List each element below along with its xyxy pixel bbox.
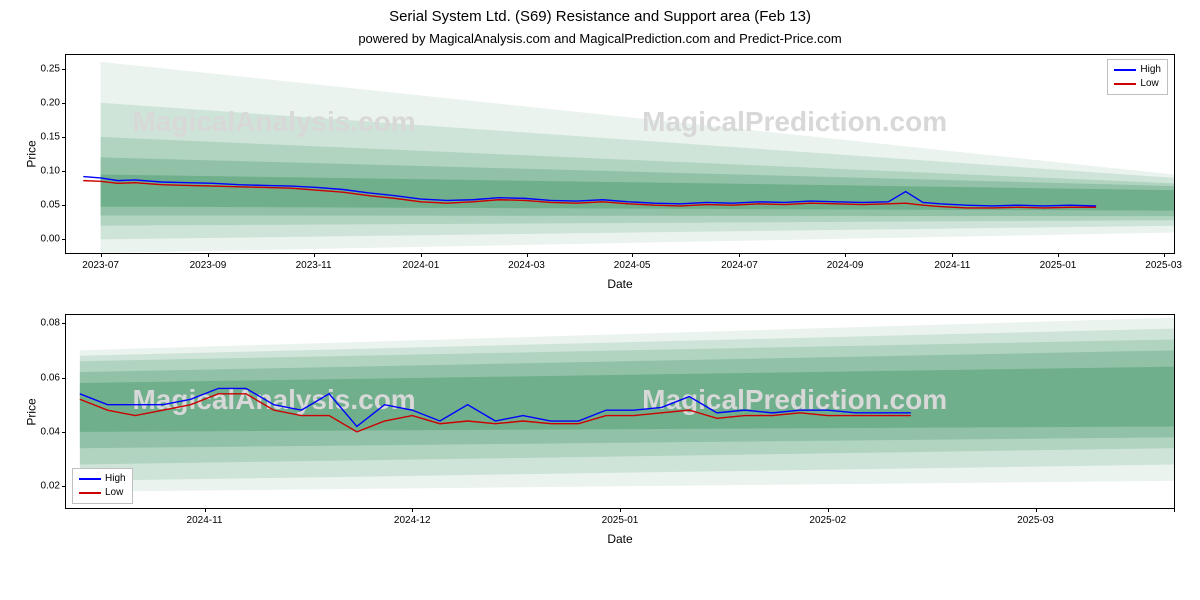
ytick-label: 0.15 [24, 131, 60, 142]
legend-swatch [79, 478, 101, 480]
xtick-mark [1174, 508, 1175, 512]
xtick-mark [208, 253, 209, 257]
xtick-mark [314, 253, 315, 257]
xlabel-bottom: Date [607, 532, 632, 546]
xtick-label: 2024-01 [403, 260, 440, 271]
chart-title: Serial System Ltd. (S69) Resistance and … [0, 0, 1200, 25]
xtick-mark [952, 253, 953, 257]
ytick-label: 0.20 [24, 97, 60, 108]
xtick-mark [1058, 253, 1059, 257]
xtick-label: 2025-03 [1145, 260, 1182, 271]
ytick-label: 0.06 [24, 372, 60, 383]
ytick-mark [62, 205, 66, 206]
xtick-mark [620, 508, 621, 512]
xtick-mark [412, 508, 413, 512]
xtick-mark [845, 253, 846, 257]
legend-swatch [1114, 69, 1136, 71]
legend-label: High [1140, 63, 1161, 77]
xtick-label: 2024-09 [827, 260, 864, 271]
chart-subtitle: powered by MagicalAnalysis.com and Magic… [0, 25, 1200, 50]
xtick-mark [1164, 253, 1165, 257]
ytick-mark [62, 486, 66, 487]
xtick-mark [527, 253, 528, 257]
xtick-label: 2024-12 [394, 515, 431, 526]
legend: HighLow [1107, 59, 1168, 95]
chart-top: Price Date MagicalAnalysis.comMagicalPre… [65, 54, 1175, 254]
legend-item: High [1114, 63, 1161, 77]
xtick-label: 2024-07 [721, 260, 758, 271]
legend-item: High [79, 472, 126, 486]
series-low [80, 394, 911, 432]
xtick-mark [421, 253, 422, 257]
ytick-mark [62, 103, 66, 104]
xtick-label: 2023-07 [82, 260, 119, 271]
ytick-mark [62, 137, 66, 138]
plot-area-bottom: MagicalAnalysis.comMagicalPrediction.com… [66, 315, 1174, 508]
ytick-label: 0.08 [24, 318, 60, 329]
xtick-label: 2025-01 [1040, 260, 1077, 271]
xtick-label: 2024-03 [508, 260, 545, 271]
legend-swatch [1114, 83, 1136, 85]
xtick-label: 2025-03 [1017, 515, 1054, 526]
legend-item: Low [1114, 77, 1161, 91]
ylabel-bottom: Price [25, 398, 39, 425]
series-high [80, 388, 911, 426]
ytick-mark [62, 239, 66, 240]
xtick-mark [828, 508, 829, 512]
xtick-mark [739, 253, 740, 257]
ylabel-top: Price [25, 140, 39, 167]
ytick-label: 0.10 [24, 166, 60, 177]
legend-label: Low [105, 486, 123, 500]
xtick-mark [632, 253, 633, 257]
ytick-mark [62, 171, 66, 172]
legend: HighLow [72, 468, 133, 504]
series-svg [66, 55, 1174, 253]
chart-bottom: Price Date MagicalAnalysis.comMagicalPre… [65, 314, 1175, 509]
ytick-label: 0.25 [24, 63, 60, 74]
ytick-mark [62, 69, 66, 70]
ytick-label: 0.00 [24, 234, 60, 245]
ytick-mark [62, 323, 66, 324]
legend-item: Low [79, 486, 126, 500]
ytick-label: 0.05 [24, 200, 60, 211]
figure-container: Serial System Ltd. (S69) Resistance and … [0, 0, 1200, 600]
xtick-label: 2023-09 [190, 260, 227, 271]
ytick-label: 0.02 [24, 481, 60, 492]
series-svg [66, 315, 1174, 508]
plot-area-top: MagicalAnalysis.comMagicalPrediction.com… [66, 55, 1174, 253]
xtick-label: 2024-11 [187, 515, 223, 526]
xtick-mark [1036, 508, 1037, 512]
xtick-label: 2024-11 [934, 260, 970, 271]
legend-label: Low [1140, 77, 1158, 91]
xtick-label: 2025-02 [809, 515, 846, 526]
xtick-label: 2025-01 [602, 515, 639, 526]
xtick-label: 2024-05 [614, 260, 651, 271]
ytick-mark [62, 432, 66, 433]
xlabel-top: Date [607, 277, 632, 291]
legend-label: High [105, 472, 126, 486]
xtick-mark [101, 253, 102, 257]
legend-swatch [79, 492, 101, 494]
series-high [83, 177, 1096, 206]
xtick-label: 2023-11 [296, 260, 332, 271]
ytick-label: 0.04 [24, 426, 60, 437]
xtick-mark [205, 508, 206, 512]
ytick-mark [62, 378, 66, 379]
